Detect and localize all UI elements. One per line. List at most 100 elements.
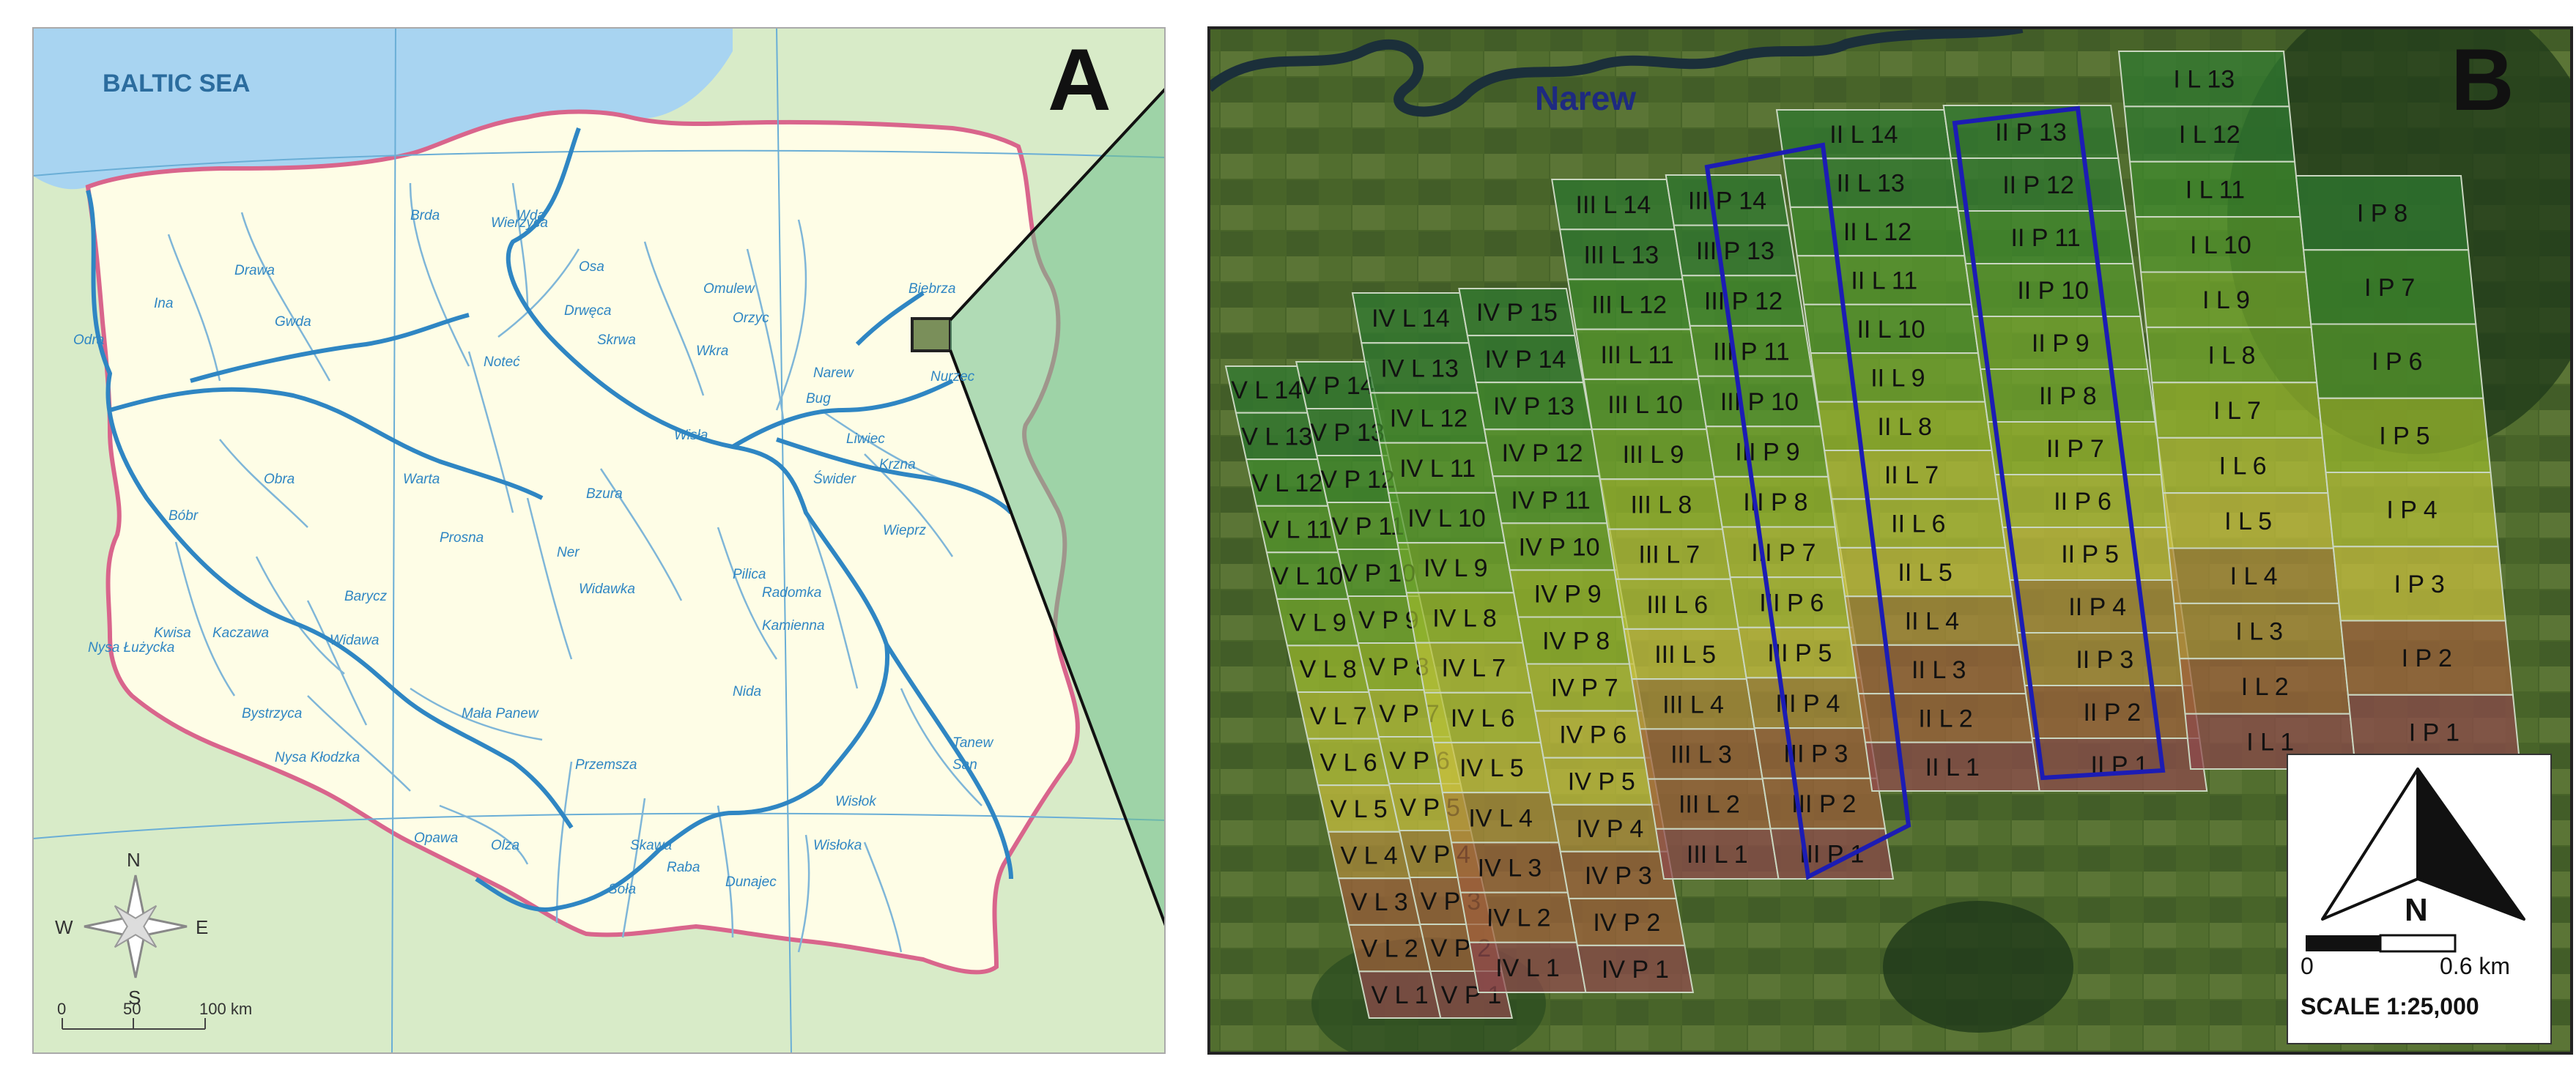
plot-label: II P 6 [2054, 488, 2111, 516]
river-label: Ina [154, 296, 173, 311]
plot-label: IV L 12 [1390, 405, 1467, 433]
minor-rivers [167, 182, 982, 953]
river-label: Brda [410, 208, 440, 223]
plot-label: III P 11 [1713, 338, 1790, 365]
plot-label: I L 9 [2202, 286, 2250, 314]
plot-label: II P 12 [2002, 171, 2074, 199]
plot-label: III L 5 [1654, 641, 1716, 669]
plot-label: I L 1 [2246, 728, 2294, 756]
plot-label: I P 8 [2357, 200, 2407, 228]
plot-label: I L 8 [2208, 342, 2256, 370]
river-label: Noteć [484, 354, 520, 370]
compass-s: S [128, 987, 141, 1009]
plot-label: III L 1 [1687, 841, 1748, 869]
graticule-label-50-left: 50° [6, 830, 28, 846]
plot-label: II P 5 [2061, 541, 2119, 568]
plot-label: I L 12 [2179, 121, 2240, 149]
plot-label: IV P 10 [1519, 533, 1600, 561]
plot-label: IV L 1 [1495, 954, 1560, 982]
compass-rose: N S E W [55, 849, 208, 1009]
plot-label: II L 9 [1870, 364, 1925, 392]
plot-label: IV P 8 [1542, 628, 1610, 655]
compass-w: W [55, 916, 73, 938]
plot-label: V L 4 [1341, 842, 1398, 870]
river-label: Wisłok [835, 794, 877, 809]
plot-label: II P 10 [2017, 277, 2089, 305]
plot-label: III L 7 [1638, 541, 1700, 569]
plot-label: III L 6 [1646, 591, 1708, 619]
river-label: Gwda [275, 314, 311, 330]
plot-label: I P 3 [2394, 571, 2445, 598]
river-label: Nysa Kłodzka [275, 750, 360, 765]
plot-label: IV L 6 [1451, 705, 1515, 732]
plot-label: V L 14 [1231, 376, 1302, 404]
zoom-line-top [949, 86, 1165, 322]
river-label: Mała Panew [462, 706, 539, 721]
river-label: Ner [557, 545, 580, 560]
plot-label: II L 3 [1911, 656, 1966, 684]
plot-label: IV P 2 [1593, 909, 1660, 937]
plot-label: V L 7 [1310, 702, 1367, 730]
plot-label: I L 11 [2185, 176, 2245, 204]
poland-territory [85, 109, 1080, 975]
plot-label: III P 10 [1720, 388, 1799, 416]
legend-box: N 0 0.6 km SCALE 1:25,000 [2287, 754, 2552, 1044]
plot-label: II L 2 [1918, 705, 1972, 732]
river-label: Soła [608, 882, 636, 897]
graticule-label-54-right: 54° [1166, 152, 1188, 168]
plot-label: I P 7 [2364, 274, 2415, 302]
plot-label: V L 8 [1300, 655, 1357, 683]
river-label: Nida [733, 684, 761, 699]
plot-label: V P 14 [1300, 372, 1374, 400]
plot-label: III L 3 [1670, 740, 1732, 768]
compass-n: N [127, 849, 141, 871]
plot-label: I P 2 [2402, 645, 2452, 672]
river-label: Osa [579, 259, 604, 275]
plot-label: IV L 14 [1372, 305, 1449, 333]
river-label: Kamienna [762, 618, 825, 634]
river-label: Bystrzyca [242, 706, 302, 721]
river-label: Bug [806, 391, 831, 406]
plot-label: II P 4 [2068, 593, 2126, 621]
plot-label: II P 7 [2046, 435, 2104, 463]
river-label: Krzna [879, 457, 916, 472]
plot-label: IV L 4 [1468, 804, 1533, 832]
river-label: Wieprz [883, 523, 926, 538]
graticule-label-17-top: 17° [381, 11, 403, 27]
plot-label: V L 9 [1289, 609, 1347, 637]
panel-a-frame [32, 27, 1166, 1054]
plot-label: V L 1 [1371, 981, 1428, 1009]
narew-river [1209, 28, 2024, 117]
plot-label: III L 11 [1601, 341, 1674, 369]
plot-label: II L 14 [1829, 121, 1898, 149]
river-labels: Wierzyca Brda Wda Osa Drwęca Omulew Orzyc Biebr… [73, 208, 994, 897]
plot-label: III L 4 [1662, 691, 1724, 718]
river-label: Pilica [733, 567, 766, 582]
plot-label: IV P 5 [1568, 768, 1635, 796]
plot-label: I L 13 [2173, 66, 2235, 94]
plot-label: I P 6 [2372, 348, 2422, 376]
graticule-label-17-bottom: 17° [381, 1057, 403, 1073]
plot-label: V L 13 [1241, 423, 1312, 450]
river-label: Kwisa [154, 625, 191, 641]
plot-label: IV P 15 [1476, 299, 1558, 327]
plot-label: IV P 13 [1493, 393, 1574, 420]
plot-cell [1576, 944, 1695, 993]
river-label: Barycz [344, 589, 388, 604]
panel-b-plot-map: Narew V L 14V L 13V L 12V L 11V L 10V L … [1209, 28, 2572, 1053]
plot-label: IV L 3 [1478, 854, 1542, 882]
plot-label: III L 8 [1630, 491, 1692, 519]
plot-label: II P 11 [2011, 224, 2081, 252]
plot-label: V L 11 [1262, 516, 1332, 544]
river-label: Olza [491, 838, 519, 853]
plot-label: IV P 11 [1511, 486, 1590, 514]
graticule-label-54-left: 54° [6, 167, 28, 183]
plot-label: III L 12 [1591, 291, 1667, 319]
plot-label: IV P 4 [1576, 815, 1643, 843]
scale-bar-white [2379, 934, 2457, 953]
zoom-line-bottom [949, 349, 1165, 928]
plot-label: V P 12 [1320, 466, 1394, 494]
plot-label: V L 3 [1351, 888, 1408, 916]
plot-label: IV L 13 [1380, 354, 1458, 382]
